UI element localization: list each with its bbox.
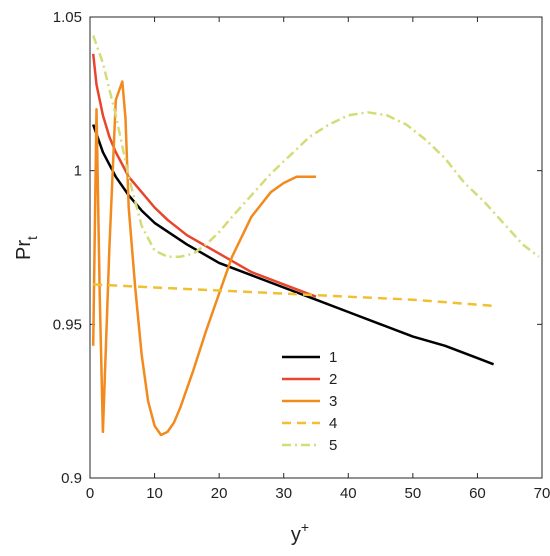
x-tick-label: 0 [86, 485, 94, 502]
x-tick-label: 10 [146, 485, 163, 502]
series-5-line [92, 34, 540, 258]
series-1-line [92, 124, 495, 366]
series-layer [91, 34, 540, 437]
x-tick-label: 50 [405, 485, 422, 502]
legend: 1 2 3 4 5 [282, 349, 337, 454]
x-tick-label: 30 [275, 485, 292, 502]
plot-area [89, 16, 543, 479]
y-axis-label: Prt [13, 236, 40, 260]
series-3-line [91, 80, 316, 437]
y-tick-label: 1 [74, 163, 82, 180]
legend-label-3: 3 [329, 393, 337, 410]
x-axis-label: y+ [291, 519, 309, 546]
x-tick-label: 40 [340, 485, 357, 502]
x-axis-ticks: 0 10 20 30 40 50 60 70 [86, 17, 550, 502]
y-axis-ticks: 0.9 0.95 1 1.05 [53, 9, 542, 487]
x-tick-label: 20 [211, 485, 228, 502]
legend-label-4: 4 [329, 415, 337, 432]
series-2-line [91, 53, 317, 298]
legend-label-5: 5 [329, 437, 337, 454]
y-tick-label: 0.95 [53, 316, 82, 333]
x-tick-label: 60 [469, 485, 486, 502]
legend-label-1: 1 [329, 349, 337, 366]
series-4-line [93, 283, 494, 308]
y-tick-label: 0.9 [61, 470, 82, 487]
x-tick-label: 70 [534, 485, 550, 502]
y-tick-label: 1.05 [53, 9, 82, 26]
legend-label-2: 2 [329, 371, 337, 388]
